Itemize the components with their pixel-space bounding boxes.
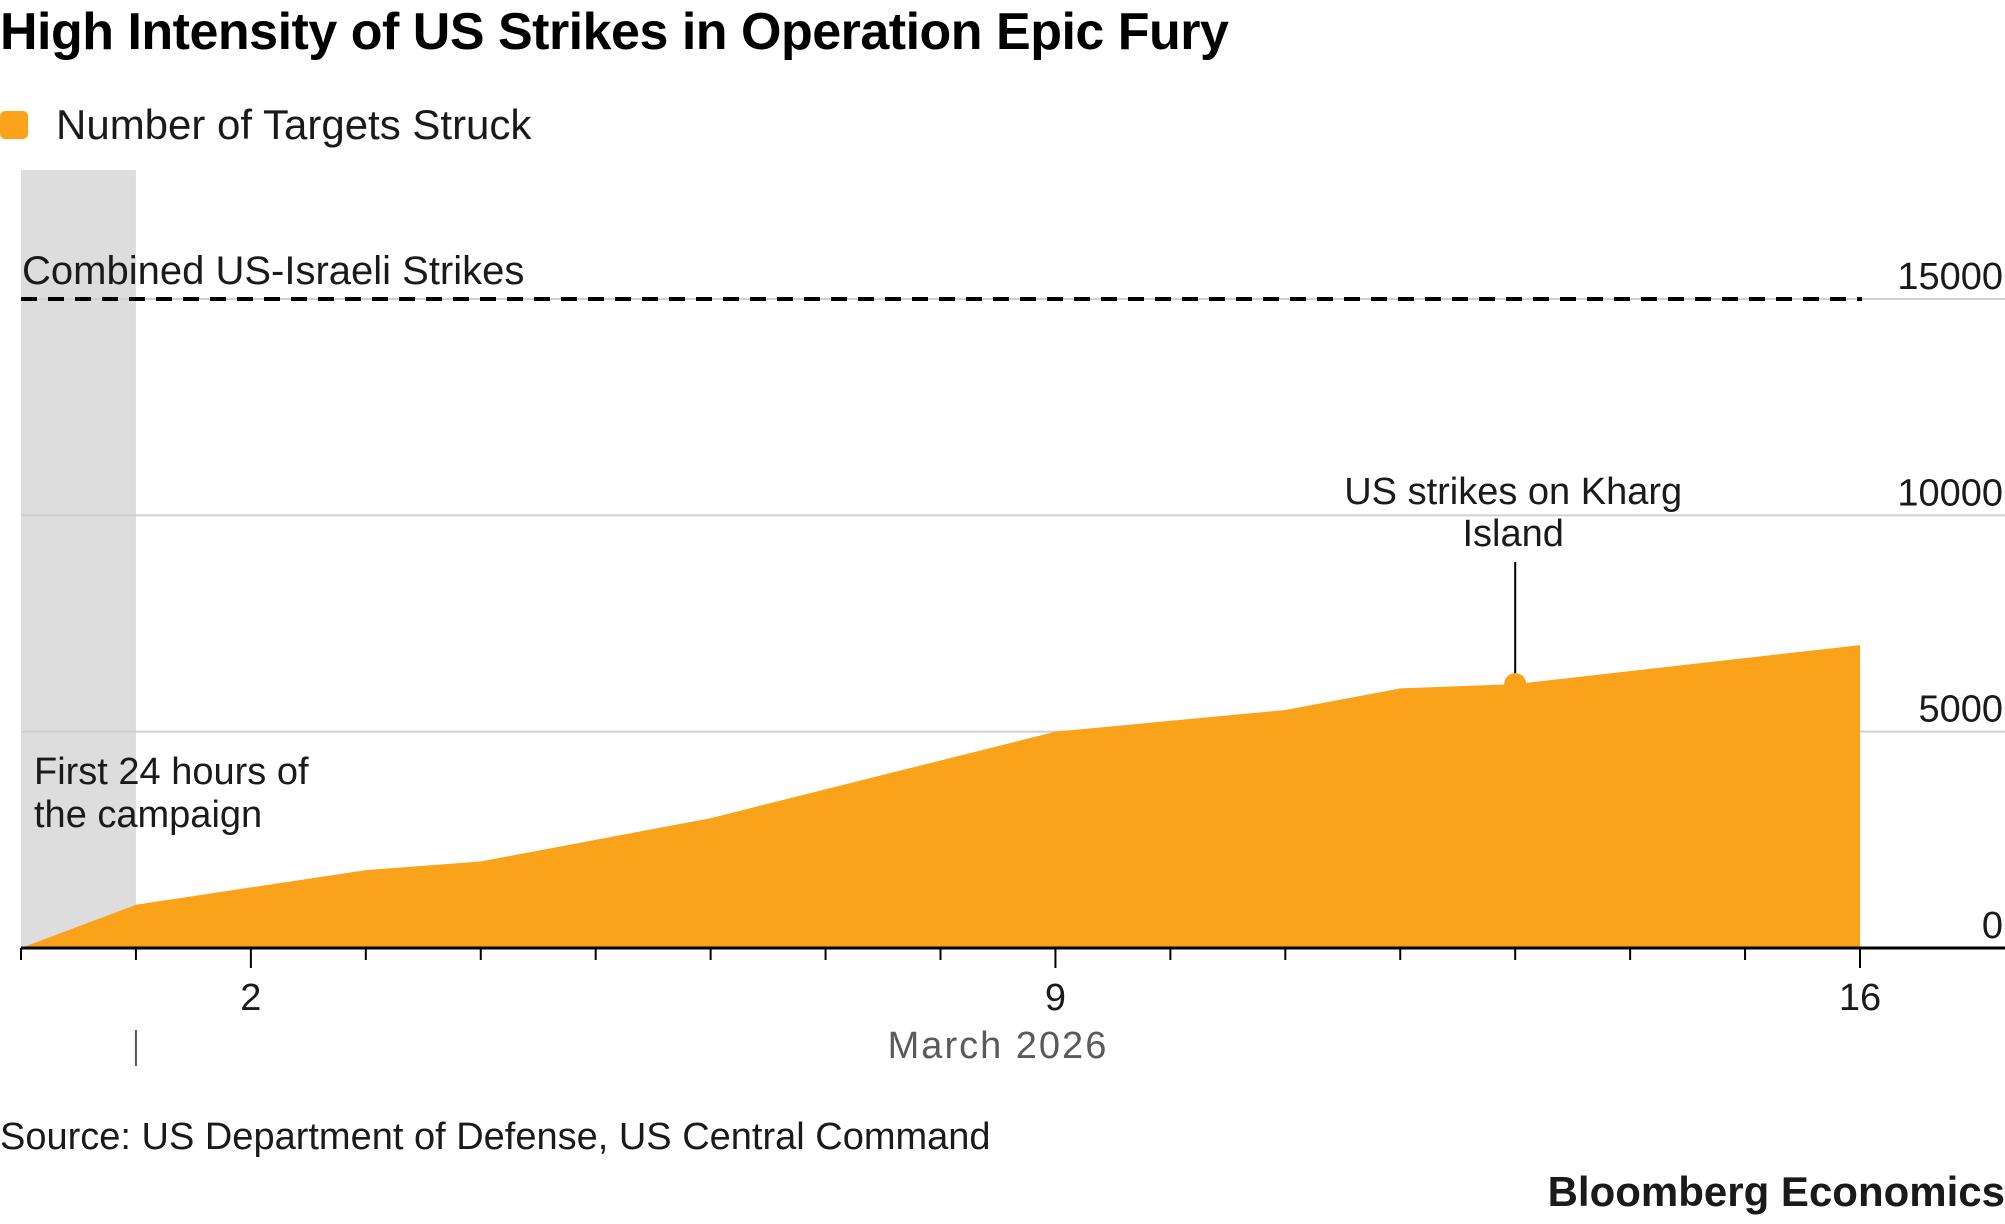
x-tick-label: 9	[1045, 977, 1066, 1019]
x-tick-label: 16	[1839, 977, 1881, 1019]
y-tick-label: 0	[1982, 905, 2003, 947]
annotation-marker	[1504, 673, 1527, 696]
source-note: Source: US Department of Defense, US Cen…	[0, 1116, 991, 1158]
y-tick-label: 15000	[1897, 256, 2003, 298]
reference-line-label: Combined US-Israeli Strikes	[22, 249, 524, 293]
legend-swatch	[0, 111, 28, 139]
x-axis-label: March 2026	[888, 1025, 1109, 1067]
brand-logo-text: Bloomberg Economics	[1547, 1168, 2005, 1215]
y-tick-label: 10000	[1897, 472, 2003, 514]
legend-label: Number of Targets Struck	[56, 101, 532, 148]
legend: Number of Targets Struck	[0, 98, 531, 152]
annotation-label: US strikes on Kharg Island	[1344, 471, 1682, 555]
area-series-targets-struck	[21, 645, 1860, 948]
shaded-region-label: First 24 hours of the campaign	[34, 751, 309, 836]
chart-title: High Intensity of US Strikes in Operatio…	[0, 3, 1229, 61]
x-tick-label: 2	[240, 977, 261, 1019]
y-tick-label: 5000	[1918, 689, 2003, 731]
